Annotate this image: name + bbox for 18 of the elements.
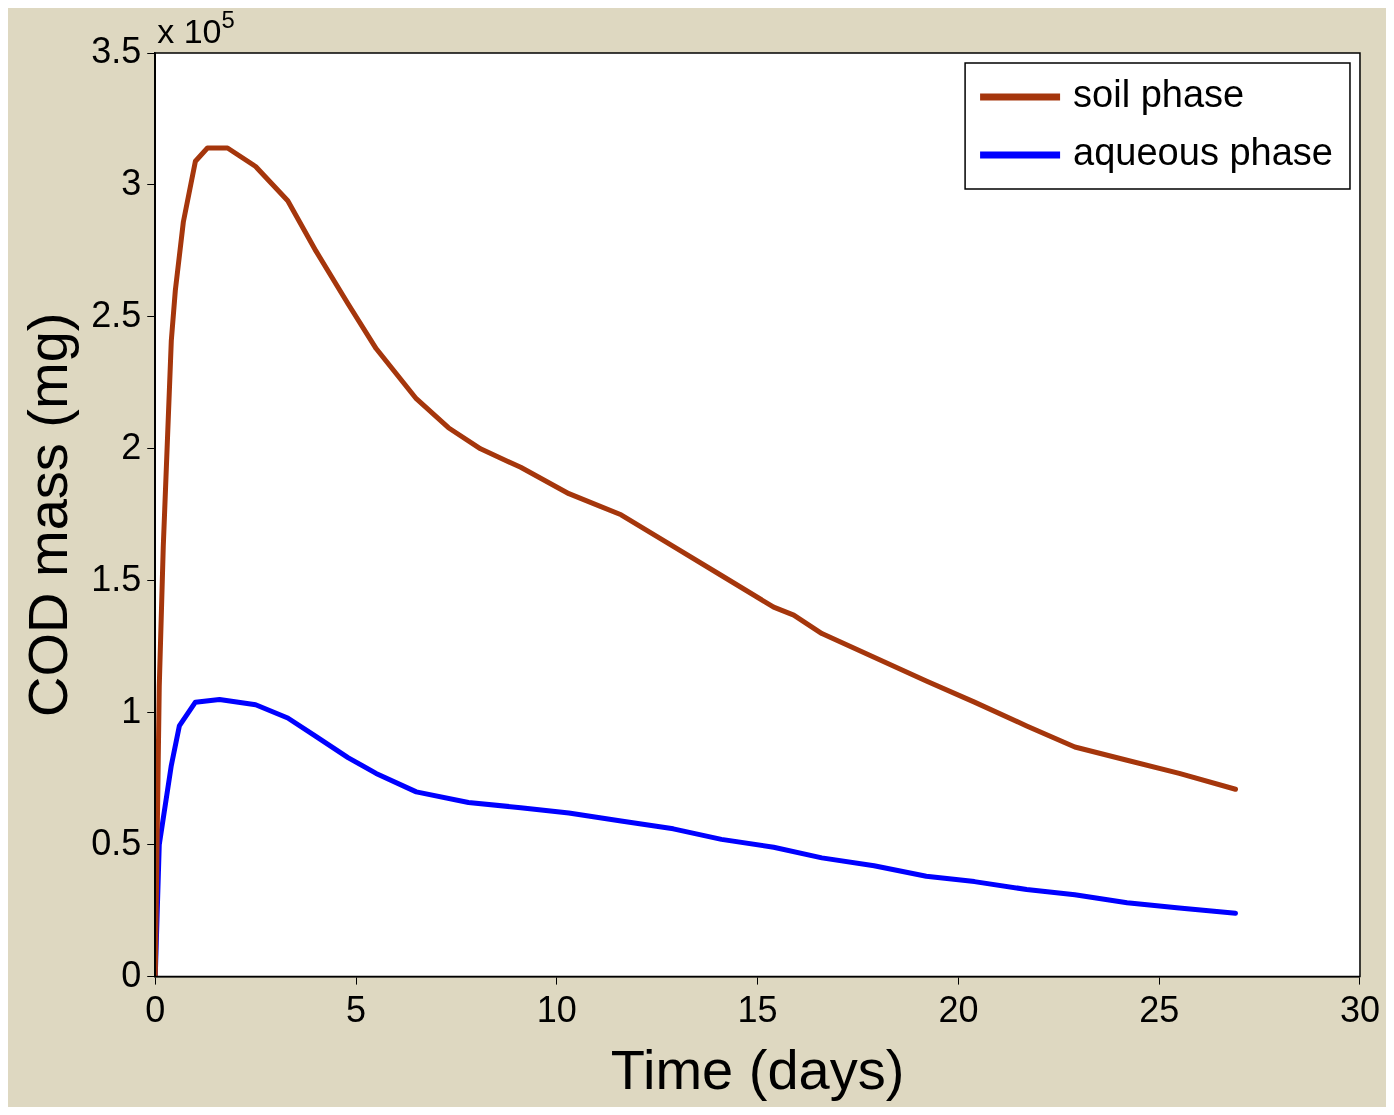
x-tick-label: 25: [1139, 989, 1180, 1031]
x-axis-title: Time (days): [610, 1037, 905, 1101]
y-tick-label: 3: [121, 161, 142, 203]
x-tick-label: 20: [938, 989, 979, 1031]
y-tick-label: 2.5: [91, 293, 142, 335]
y-tick-label: 0: [121, 953, 142, 995]
x-tick-label: 5: [346, 989, 367, 1031]
y-tick-label: 1: [121, 689, 142, 731]
y-tick-label: 2: [121, 425, 142, 467]
y-tick-label: 1.5: [91, 557, 142, 599]
y-tick-label: 3.5: [91, 29, 142, 71]
legend-label: aqueous phase: [1073, 131, 1333, 174]
legend-label: soil phase: [1073, 73, 1245, 116]
x-tick-label: 15: [737, 989, 778, 1031]
y-axis-title: COD mass (mg): [16, 312, 80, 718]
y-tick-label: 0.5: [91, 821, 142, 863]
x-tick-label: 30: [1339, 989, 1380, 1031]
x-tick-label: 10: [536, 989, 577, 1031]
